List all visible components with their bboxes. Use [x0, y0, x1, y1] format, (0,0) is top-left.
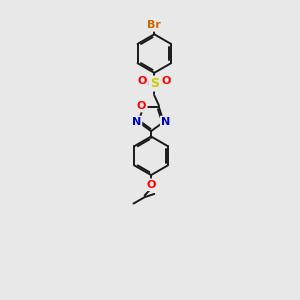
Text: Br: Br — [147, 20, 161, 30]
Text: O: O — [138, 76, 147, 86]
Text: O: O — [137, 101, 146, 111]
Text: N: N — [132, 117, 141, 127]
Text: S: S — [150, 77, 159, 90]
Text: O: O — [161, 76, 171, 86]
Text: N: N — [161, 117, 170, 127]
Text: O: O — [146, 180, 156, 190]
